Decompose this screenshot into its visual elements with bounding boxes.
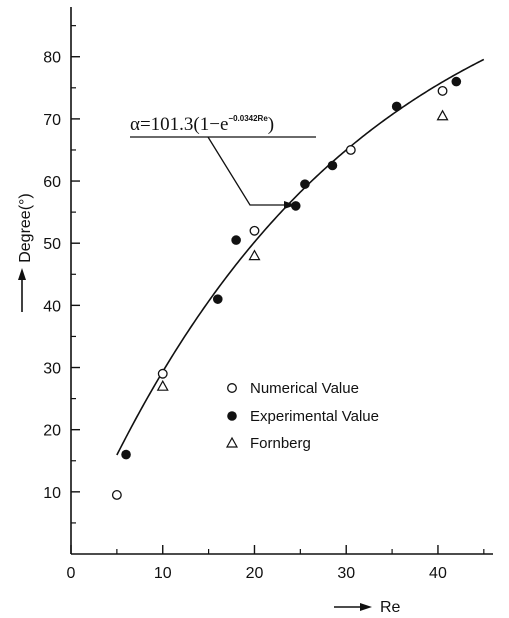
point-experimental xyxy=(121,449,131,460)
fit-curve-layer xyxy=(116,58,485,456)
y-axis-label: Degree(°) xyxy=(17,193,34,263)
legend-label-experimental: Experimental Value xyxy=(250,408,379,425)
point-fornberg xyxy=(248,249,261,261)
point-numerical xyxy=(111,489,122,500)
legend-marker-fornberg xyxy=(225,436,239,448)
point-experimental xyxy=(212,294,223,304)
y-tick-label: 10 xyxy=(43,485,61,502)
x-tick-label: 0 xyxy=(67,565,76,582)
legend: Numerical Value Experimental Value Fornb… xyxy=(225,380,379,452)
point-numerical xyxy=(437,85,448,96)
formula-arrowhead xyxy=(284,201,296,209)
point-experimental xyxy=(327,160,338,171)
axes xyxy=(70,7,493,555)
ticks: 0 10 20 30 40 10 20 30 40 50 60 70 80 xyxy=(43,25,485,582)
x-tick-label: 20 xyxy=(246,565,264,582)
y-tick-label: 80 xyxy=(43,50,61,67)
point-numerical xyxy=(157,368,168,379)
y-tick-label: 30 xyxy=(43,361,61,378)
y-tick-label: 20 xyxy=(43,423,61,440)
formula-annotation: α=101.3(1−e−0.0342Re) xyxy=(130,114,316,209)
point-experimental xyxy=(391,101,402,112)
point-experimental xyxy=(300,179,310,189)
data-points xyxy=(111,76,462,500)
point-fornberg xyxy=(156,379,169,391)
y-tick-label: 40 xyxy=(43,298,61,315)
legend-label-numerical: Numerical Value xyxy=(250,380,359,397)
y-tick-label: 60 xyxy=(43,174,61,191)
legend-marker-numerical xyxy=(227,383,237,393)
x-axis-arrowhead xyxy=(360,603,372,611)
x-axis-label: Re xyxy=(380,599,401,616)
x-axis-title: Re xyxy=(334,599,401,616)
formula-suffix: ) xyxy=(268,114,274,135)
y-axis-arrowhead xyxy=(18,268,26,280)
legend-marker-experimental xyxy=(227,411,237,421)
formula-leader-line xyxy=(207,136,288,206)
point-experimental xyxy=(231,235,241,245)
x-tick-label: 10 xyxy=(154,565,172,582)
fit-curve xyxy=(116,58,485,456)
y-tick-label: 50 xyxy=(43,236,61,253)
formula-exponent: −0.0342Re xyxy=(228,114,268,123)
point-numerical xyxy=(345,145,356,155)
svg-text:α=101.3(1−e−0.0342Re): α=101.3(1−e−0.0342Re) xyxy=(130,114,274,135)
point-fornberg xyxy=(436,109,449,121)
y-axis-title: Degree(°) xyxy=(17,193,34,312)
point-experimental xyxy=(290,201,301,211)
legend-label-fornberg: Fornberg xyxy=(250,435,311,452)
point-experimental xyxy=(451,76,462,87)
point-numerical xyxy=(249,225,260,236)
formula-prefix: α=101.3(1−e xyxy=(130,114,228,135)
x-tick-label: 40 xyxy=(429,565,447,582)
y-tick-label: 70 xyxy=(43,112,61,129)
x-tick-label: 30 xyxy=(337,565,355,582)
